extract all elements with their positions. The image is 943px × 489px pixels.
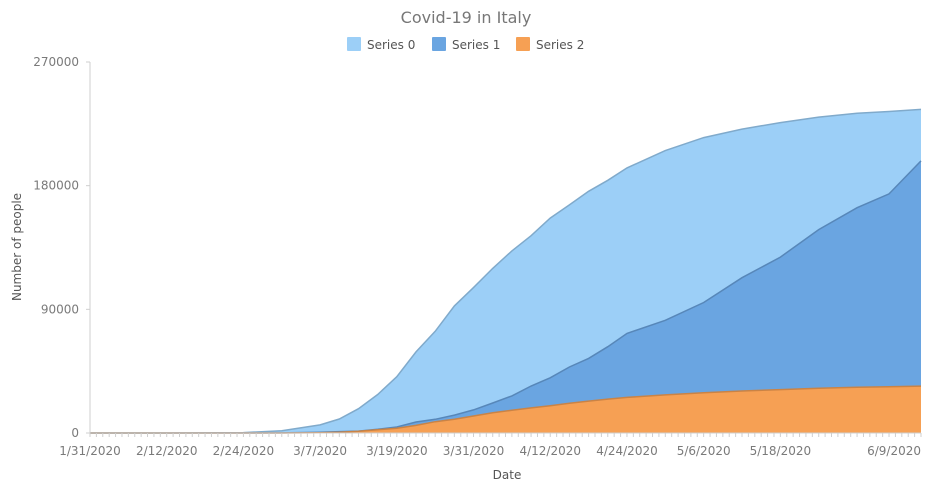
x-tick-label: 2/12/2020 <box>136 444 198 458</box>
line-series-0 <box>90 108 922 434</box>
x-tick-label: 4/24/2020 <box>596 444 658 458</box>
legend-label-series-0: Series 0 <box>367 38 415 52</box>
y-tick-label: 0 <box>71 426 79 440</box>
plot-areas <box>90 108 922 434</box>
x-tick-label: 5/18/2020 <box>750 444 812 458</box>
y-axis-title: Number of people <box>10 193 24 301</box>
legend-item-series-2[interactable]: Series 2 <box>516 37 584 52</box>
x-tick-label: 2/24/2020 <box>213 444 275 458</box>
legend: Series 0 Series 1 Series 2 <box>347 37 584 52</box>
area-series-2 <box>90 386 921 433</box>
legend-label-series-2: Series 2 <box>536 38 584 52</box>
area-series-1 <box>90 160 921 433</box>
x-axis-title: Date <box>493 468 522 482</box>
x-tick-label: 4/12/2020 <box>519 444 581 458</box>
x-tick-label: 1/31/2020 <box>59 444 121 458</box>
legend-label-series-1: Series 1 <box>452 38 500 52</box>
legend-swatch-series-2 <box>516 37 530 51</box>
x-tick-label: 5/6/2020 <box>677 444 731 458</box>
legend-swatch-series-1 <box>432 37 446 51</box>
x-tick-label: 6/9/2020 <box>867 444 921 458</box>
y-axis-ticks: 0 90000 180000 270000 <box>33 55 90 440</box>
y-tick-label: 180000 <box>33 179 79 193</box>
legend-swatch-series-0 <box>347 37 361 51</box>
x-tick-label: 3/7/2020 <box>293 444 347 458</box>
x-tick-label: 3/31/2020 <box>443 444 505 458</box>
chart-title: Covid-19 in Italy <box>401 8 532 27</box>
x-tick-label: 3/19/2020 <box>366 444 428 458</box>
line-series-2 <box>90 385 922 434</box>
legend-item-series-0[interactable]: Series 0 <box>347 37 415 52</box>
y-tick-label: 90000 <box>41 302 79 316</box>
y-tick-label: 270000 <box>33 55 79 69</box>
x-axis-ticks: 1/31/2020 2/12/2020 2/24/2020 3/7/2020 3/19/… <box>59 433 922 458</box>
legend-item-series-1[interactable]: Series 1 <box>432 37 500 52</box>
